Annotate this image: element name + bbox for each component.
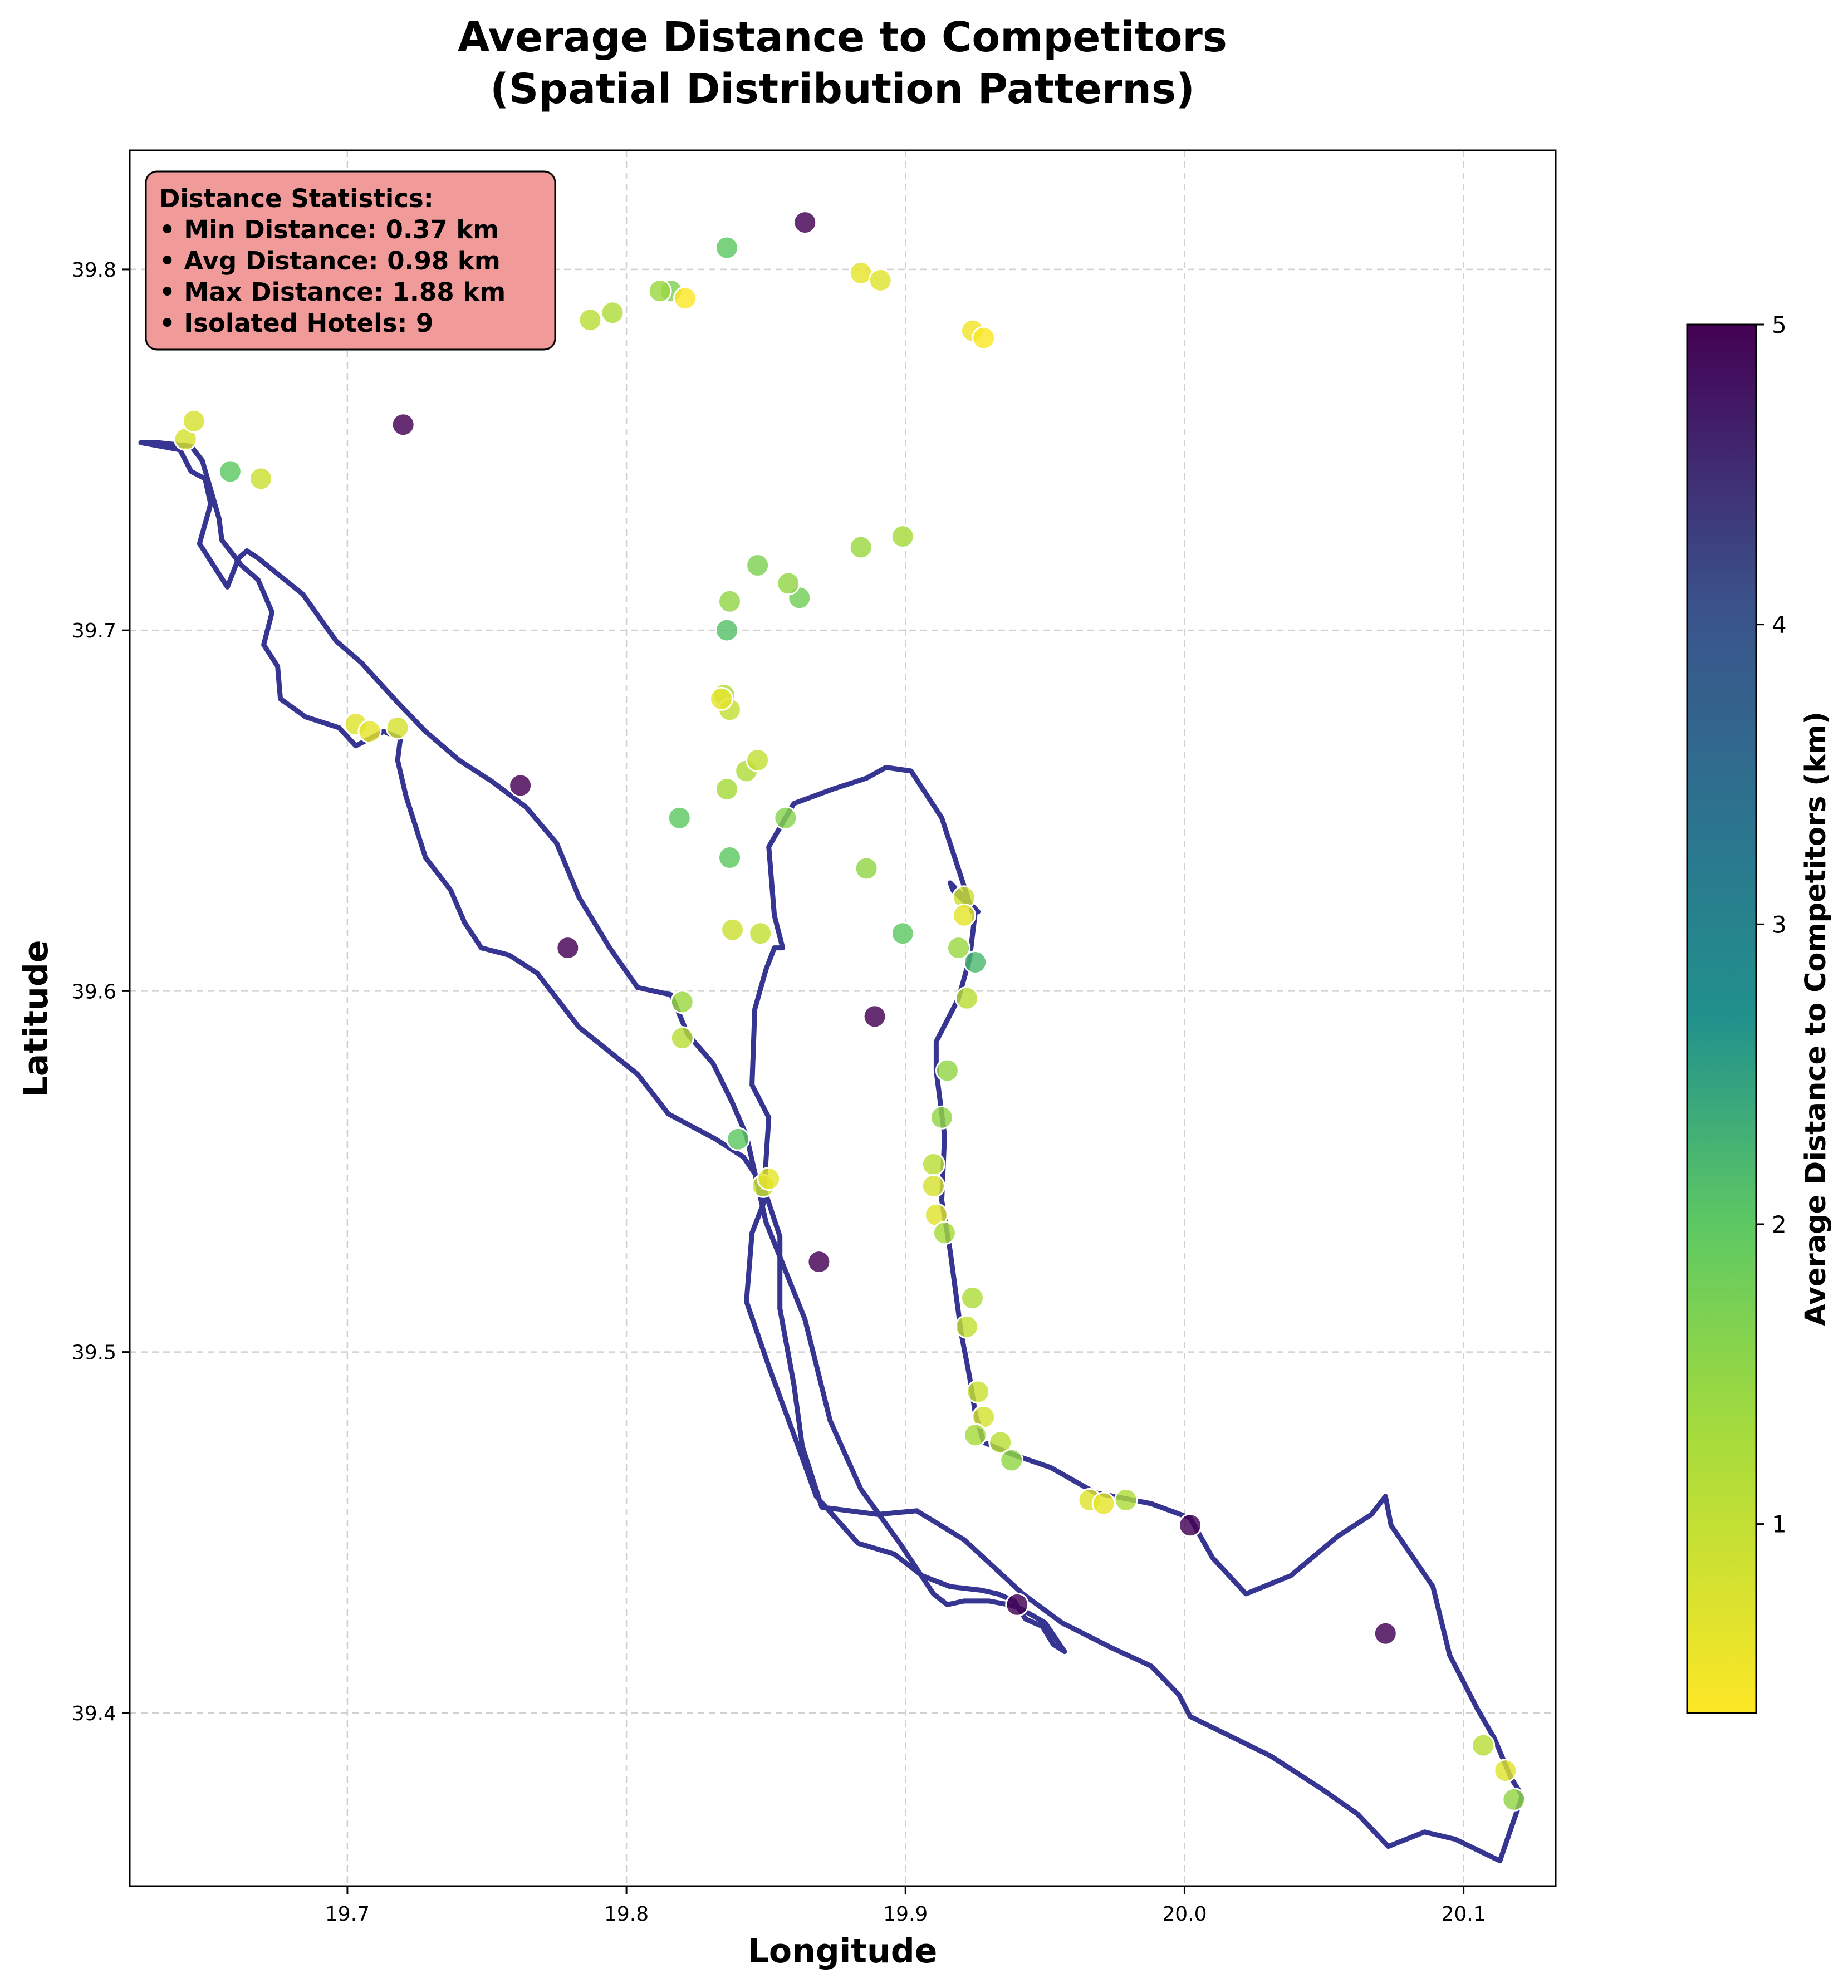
hotel-point [862, 1004, 887, 1029]
hotel-point [715, 618, 739, 642]
hotel-point [890, 921, 915, 946]
hotel-point [748, 921, 773, 946]
hotel-point [999, 1448, 1024, 1472]
hotel-point [1502, 1787, 1526, 1812]
hotel-point [670, 990, 694, 1014]
y-axis-label: Latitude [17, 940, 56, 1097]
colorbar: 1 2 3 4 5 Average Distance to Competitors (k… [1686, 311, 1832, 1714]
x-tick-label: 20.0 [1162, 1903, 1207, 1926]
hotel-points [173, 210, 1526, 1812]
island-boundary [138, 440, 1525, 1864]
hotel-point [972, 326, 996, 350]
x-tick-label: 19.7 [325, 1903, 370, 1926]
hotel-point [776, 571, 801, 596]
plot-frame [129, 149, 1557, 1887]
y-tick-label: 39.5 [72, 1342, 116, 1364]
colorbar-gradient [1686, 323, 1757, 1714]
stats-box-background [145, 170, 556, 351]
hotel-point [249, 467, 273, 491]
y-tick-label: 39.6 [72, 980, 116, 1003]
hotel-point [1114, 1488, 1138, 1512]
stats-line-isolated: • Isolated Hotels: 9 [159, 308, 433, 338]
hotel-point [385, 715, 410, 740]
stats-line-max: • Max Distance: 1.88 km [159, 277, 506, 307]
y-axis-ticks: 39.4 39.5 39.6 39.7 39.8 [72, 259, 130, 1725]
hotel-point [849, 535, 873, 559]
hotel-point [932, 1221, 957, 1245]
hotel-point [935, 1058, 959, 1083]
hotel-point [854, 856, 879, 881]
hotel-point [709, 686, 733, 711]
hotel-point [670, 1026, 694, 1051]
x-axis-ticks: 19.7 19.8 19.9 20.0 20.1 [325, 1886, 1486, 1926]
hotel-point [1005, 1592, 1030, 1617]
hotel-point [718, 846, 742, 870]
hotel-point [726, 1127, 751, 1151]
hotel-point [718, 589, 742, 613]
plot-area [130, 150, 1556, 1886]
hotel-point [963, 950, 988, 974]
colorbar-tick-label: 4 [1772, 611, 1787, 639]
hotel-point [715, 235, 739, 260]
hotel-point [391, 413, 415, 437]
x-axis-label: Longitude [748, 1932, 938, 1971]
hotel-point [868, 268, 893, 292]
hotel-point [1178, 1513, 1202, 1538]
hotel-point [715, 777, 739, 801]
stats-line-min: • Min Distance: 0.37 km [159, 215, 499, 244]
hotel-point [988, 1430, 1013, 1455]
hotel-point [1471, 1733, 1496, 1758]
hotel-point [966, 1380, 991, 1404]
hotel-point [218, 459, 242, 484]
hotel-point [921, 1174, 945, 1198]
hotel-point [955, 1314, 979, 1339]
stats-line-avg: • Avg Distance: 0.98 km [159, 246, 501, 276]
x-tick-label: 19.8 [604, 1903, 649, 1926]
hotel-point [1493, 1759, 1518, 1783]
hotel-point [929, 1105, 954, 1130]
hotel-point [746, 553, 770, 577]
hotel-point [757, 1167, 781, 1191]
colorbar-label: Average Distance to Competitors (km) [1800, 711, 1832, 1326]
hotel-point [578, 308, 602, 332]
hotel-point [963, 1423, 988, 1447]
hotel-point [952, 903, 976, 927]
hotel-point [793, 210, 817, 235]
hotel-point [947, 936, 970, 960]
y-tick-label: 39.8 [72, 259, 116, 282]
hotel-point [955, 986, 979, 1010]
hotel-point [600, 301, 625, 325]
hotel-point [921, 1152, 945, 1176]
hotel-point [746, 748, 770, 772]
hotel-point [673, 286, 697, 311]
hotel-point [773, 806, 798, 830]
hotel-point [556, 936, 580, 960]
hotel-point [357, 719, 382, 744]
stats-line-title: Distance Statistics: [159, 184, 434, 213]
chart-title-line-1: Average Distance to Competitors [458, 13, 1227, 61]
colorbar-tick-label: 1 [1772, 1511, 1787, 1538]
hotel-point [648, 279, 672, 303]
grid-lines [130, 150, 1556, 1886]
chart-title-line-2: (Spatial Distribution Patterns) [490, 65, 1195, 113]
x-tick-label: 20.1 [1442, 1903, 1486, 1926]
x-tick-label: 19.9 [883, 1903, 928, 1926]
stats-box: Distance Statistics: • Min Distance: 0.3… [145, 170, 556, 351]
colorbar-ticks: 1 2 3 4 5 [1756, 311, 1787, 1538]
colorbar-tick-label: 3 [1772, 911, 1787, 938]
hotel-point [720, 917, 744, 942]
hotel-point [667, 806, 692, 830]
hotel-point [1091, 1491, 1116, 1516]
hotel-point [1373, 1621, 1398, 1646]
colorbar-tick-label: 2 [1772, 1211, 1787, 1238]
colorbar-tick-label: 5 [1772, 311, 1787, 338]
y-tick-label: 39.7 [72, 620, 116, 642]
y-tick-label: 39.4 [72, 1702, 116, 1725]
hotel-point [807, 1250, 831, 1274]
hotel-point [508, 773, 533, 798]
hotel-point [890, 524, 915, 549]
hotel-point [182, 409, 206, 433]
hotel-point [960, 1285, 984, 1310]
